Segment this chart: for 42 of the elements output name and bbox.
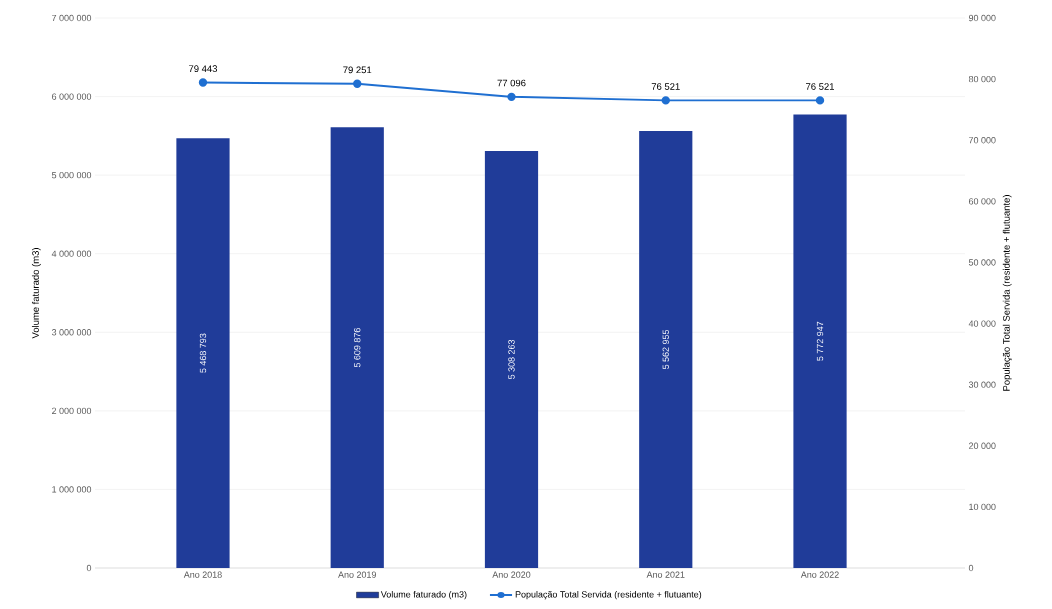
y2-tick-label: 20 000 [968, 442, 996, 449]
y2-tick-label: 40 000 [968, 320, 996, 327]
y-tick-label: 5 000 000 [51, 171, 92, 179]
data-label: 5 468 793 [199, 333, 207, 373]
data-label: 79 443 [188, 65, 218, 73]
x-tick-label: Ano 2018 [183, 571, 222, 578]
legend-label: Volume faturado (m3) [380, 590, 467, 600]
y2-tick-label: 90 000 [968, 14, 996, 22]
y2-tick-label: 50 000 [968, 259, 996, 266]
x-tick-label: Ano 2020 [492, 571, 531, 578]
x-tick-label: Ano 2021 [646, 571, 685, 578]
data-label: 5 562 955 [662, 329, 669, 370]
y-axis-title: Volume faturado (m3) [31, 248, 41, 339]
bar [330, 127, 384, 568]
y2-tick-label: 30 000 [968, 381, 996, 388]
y-tick-label: 4 000 000 [51, 250, 92, 257]
y2-tick-label: 70 000 [968, 137, 996, 144]
y-tick-label: 7 000 000 [52, 14, 92, 22]
y-tick-label: 6 000 000 [52, 93, 92, 100]
y-tick-label: 3 000 000 [51, 329, 92, 336]
y2-tick-label: 80 000 [968, 75, 996, 83]
bar [793, 114, 847, 568]
y-tick-label: 2 000 000 [52, 407, 92, 415]
bar [176, 138, 230, 568]
y2-tick-label: 10 000 [969, 503, 996, 511]
y-tick-label: 0 [86, 564, 92, 572]
data-label: 79 251 [343, 66, 372, 74]
bar [639, 130, 693, 568]
bar [484, 150, 539, 568]
data-label: 5 772 947 [816, 321, 824, 361]
data-label: 77 096 [497, 79, 526, 87]
legend-label: População Total Servida (residente + flutuante) [515, 590, 702, 600]
data-label: 76 521 [806, 83, 835, 90]
y2-axis-title: População Total Servida (residente + flutuante) [1002, 195, 1012, 391]
y-tick-label: 1 000 000 [52, 486, 92, 493]
data-label: 5 609 876 [354, 328, 361, 368]
data-label: 76 521 [651, 83, 680, 90]
y2-tick-label: 60 000 [968, 198, 996, 205]
y2-tick-label: 0 [968, 564, 974, 572]
x-tick-label: Ano 2019 [338, 571, 376, 578]
x-tick-label: Ano 2022 [800, 571, 839, 578]
data-label: 5 308 263 [508, 339, 515, 380]
